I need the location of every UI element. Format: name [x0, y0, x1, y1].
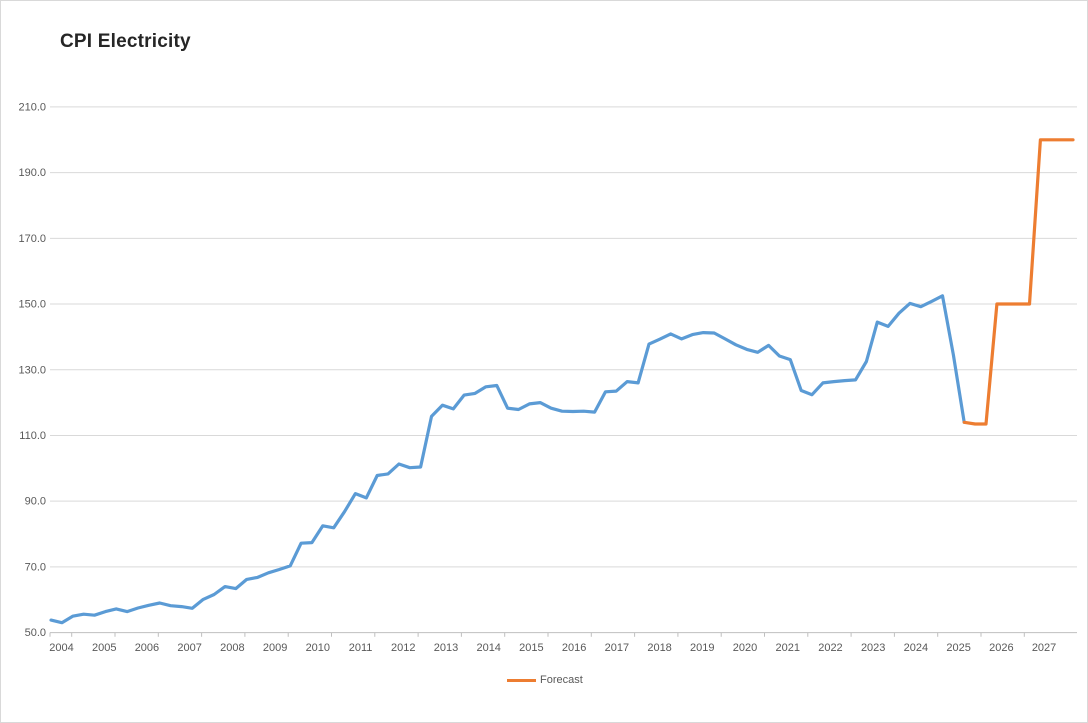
x-axis-tick-label: 2021 [775, 642, 799, 654]
x-axis-tick-label: 2004 [49, 642, 73, 654]
legend-label: Forecast [540, 674, 583, 686]
x-axis-tick-label: 2015 [519, 642, 543, 654]
y-axis-tick-label: 150.0 [18, 299, 46, 311]
x-axis-tick-label: 2007 [177, 642, 201, 654]
y-axis-tick-label: 70.0 [25, 561, 46, 573]
x-axis-tick-label: 2024 [904, 642, 928, 654]
y-axis-tick-label: 110.0 [19, 430, 46, 442]
x-axis-tick-label: 2012 [391, 642, 415, 654]
forecast-line [962, 138, 1075, 426]
x-axis-tick-label: 2018 [647, 642, 671, 654]
x-axis-tick-label: 2019 [690, 642, 714, 654]
history-line [49, 294, 966, 625]
forecast-line-swatch [507, 678, 536, 682]
y-axis-tick-label: 50.0 [25, 627, 46, 639]
x-axis-tick-label: 2022 [818, 642, 842, 654]
x-axis-tick-label: 2027 [1032, 642, 1056, 654]
y-axis-tick-label: 190.0 [18, 167, 46, 179]
x-axis-tick-label: 2005 [92, 642, 116, 654]
x-axis-tick-label: 2008 [220, 642, 244, 654]
legend: Forecast [507, 674, 583, 686]
y-axis-tick-label: 130.0 [18, 364, 46, 376]
x-axis-tick-label: 2013 [434, 642, 458, 654]
y-axis-tick-label: 90.0 [25, 496, 46, 508]
x-axis-tick-label: 2009 [263, 642, 287, 654]
x-axis-tick-label: 2006 [135, 642, 159, 654]
x-axis-tick-label: 2014 [476, 642, 500, 654]
x-axis-tick-label: 2011 [349, 642, 373, 654]
x-axis-tick-label: 2016 [562, 642, 586, 654]
y-axis-tick-label: 170.0 [18, 233, 46, 245]
y-axis-tick-label: 210.0 [18, 101, 46, 113]
x-axis-tick-label: 2026 [989, 642, 1013, 654]
x-axis-tick-label: 2020 [733, 642, 757, 654]
x-axis-tick-label: 2010 [306, 642, 330, 654]
x-axis-tick-label: 2017 [605, 642, 629, 654]
chart-title: CPI Electricity [60, 31, 191, 52]
x-axis-tick-label: 2023 [861, 642, 885, 654]
x-axis-tick-label: 2025 [946, 642, 970, 654]
